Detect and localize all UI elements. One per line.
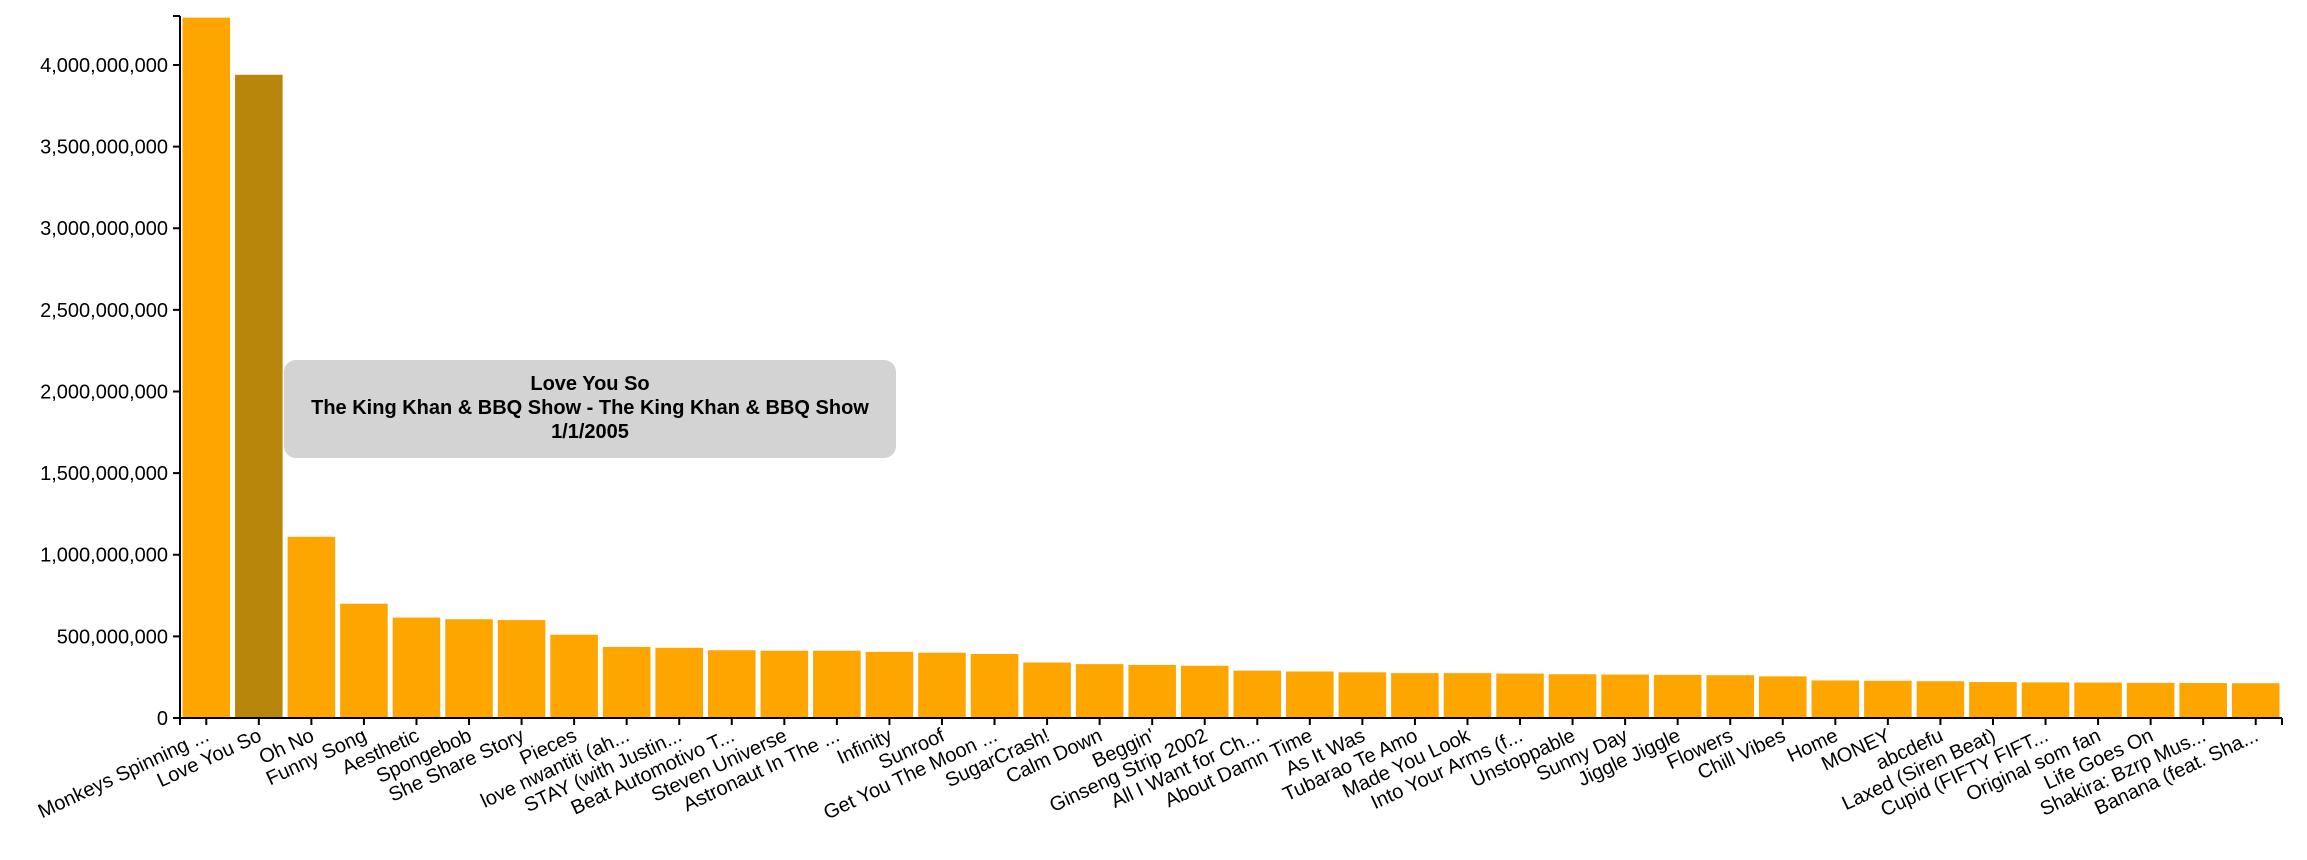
bar-14[interactable] xyxy=(918,652,966,718)
bar-8[interactable] xyxy=(602,646,651,718)
bar-0[interactable] xyxy=(182,17,231,718)
bar-23[interactable] xyxy=(1391,673,1439,718)
bar-5[interactable] xyxy=(445,619,493,718)
bar-12[interactable] xyxy=(813,650,861,718)
y-tick-label: 3,000,000,000 xyxy=(40,218,168,240)
y-tick-label: 2,000,000,000 xyxy=(40,381,168,403)
bar-24[interactable] xyxy=(1443,673,1492,718)
bar-16[interactable] xyxy=(1023,662,1071,718)
tooltip: Love You So The King Khan & BBQ Show - T… xyxy=(284,360,896,458)
y-axis: 0 500,000,000 1,000,000,000 1,500,000,000 2,… xyxy=(40,15,181,730)
bar-21[interactable] xyxy=(1286,671,1334,718)
bar-35[interactable] xyxy=(2021,682,2070,718)
bar-1[interactable] xyxy=(235,74,283,718)
bar-19[interactable] xyxy=(1180,665,1229,718)
bar-3[interactable] xyxy=(340,603,388,718)
bar-2[interactable] xyxy=(287,536,336,718)
bar-27[interactable] xyxy=(1601,674,1649,718)
bar-26[interactable] xyxy=(1548,674,1597,718)
y-tick-label: 2,500,000,000 xyxy=(40,300,168,322)
tooltip-title: Love You So xyxy=(530,373,650,395)
bar-32[interactable] xyxy=(1864,680,1912,718)
bar-17[interactable] xyxy=(1075,664,1124,718)
y-tick-label: 1,500,000,000 xyxy=(40,463,168,485)
bar-33[interactable] xyxy=(1916,681,1965,718)
bar-13[interactable] xyxy=(865,651,914,718)
y-tick-label: 4,000,000,000 xyxy=(40,55,168,77)
bar-25[interactable] xyxy=(1496,673,1544,718)
y-tick-label: 500,000,000 xyxy=(57,626,168,648)
bar-29[interactable] xyxy=(1706,675,1754,718)
bars-group xyxy=(182,17,2280,718)
bar-22[interactable] xyxy=(1338,672,1387,718)
bar-9[interactable] xyxy=(655,647,703,718)
bar-15[interactable] xyxy=(970,654,1019,718)
bar-6[interactable] xyxy=(497,620,546,718)
bar-7[interactable] xyxy=(550,634,598,718)
bar-4[interactable] xyxy=(392,617,441,718)
bar-36[interactable] xyxy=(2074,682,2122,718)
y-tick-label: 0 xyxy=(157,708,168,730)
tooltip-date: 1/1/2005 xyxy=(551,421,629,443)
y-tick-label: 3,500,000,000 xyxy=(40,137,168,159)
bar-20[interactable] xyxy=(1233,670,1282,718)
bar-11[interactable] xyxy=(760,650,809,718)
tooltip-artist: The King Khan & BBQ Show - The King Khan… xyxy=(311,397,869,419)
bar-38[interactable] xyxy=(2179,683,2227,718)
y-tick-label: 1,000,000,000 xyxy=(40,545,168,567)
bar-34[interactable] xyxy=(1969,682,2017,718)
bar-28[interactable] xyxy=(1653,674,1702,718)
bar-10[interactable] xyxy=(708,650,756,718)
bar-30[interactable] xyxy=(1759,676,1807,718)
bar-39[interactable] xyxy=(2231,683,2280,718)
bar-31[interactable] xyxy=(1811,680,1860,718)
bar-18[interactable] xyxy=(1128,664,1176,718)
bar-37[interactable] xyxy=(2126,682,2175,718)
